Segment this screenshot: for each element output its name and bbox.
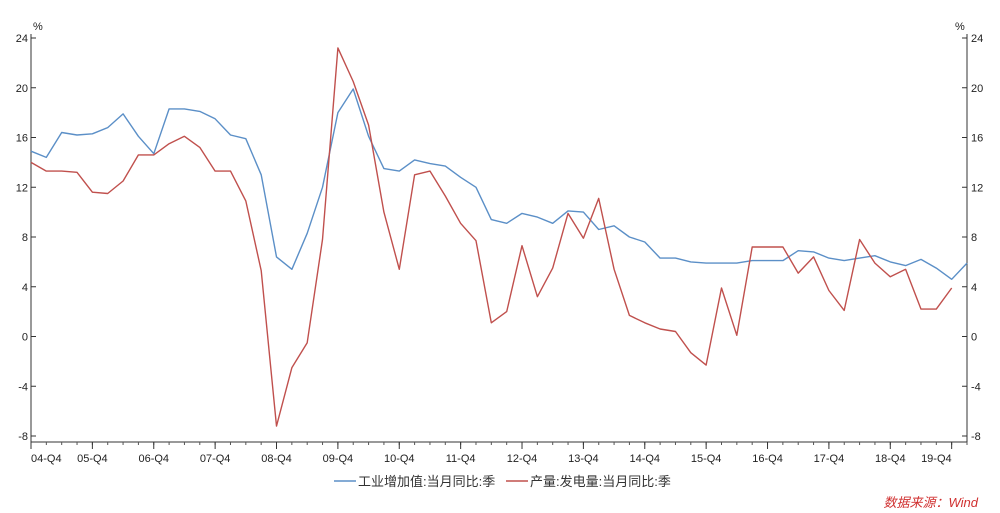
right-y-tick-label: 0	[971, 332, 977, 344]
axis-ticks: -8 -8 -4 -4 0 0 4 4 8 8 12 12 16 16 20 20 24 24 04-Q4 05-Q4…	[16, 33, 984, 465]
right-unit-label: %	[955, 21, 965, 33]
x-tick-label: 08-Q4	[261, 453, 292, 465]
x-tick-label: 09-Q4	[323, 453, 354, 465]
x-tick-label: 14-Q4	[629, 453, 660, 465]
plot-area	[30, 34, 968, 443]
legend: 工业增加值:当月同比:季 产量:发电量:当月同比:季	[334, 474, 671, 489]
x-tick-label: 05-Q4	[77, 453, 108, 465]
x-tick-label: 17-Q4	[814, 453, 845, 465]
right-y-tick-label: 24	[971, 33, 983, 45]
left-y-tick-label: 16	[16, 133, 28, 145]
x-tick-label: 11-Q4	[446, 453, 476, 465]
left-unit-label: %	[33, 21, 43, 33]
x-tick-label: 15-Q4	[691, 453, 722, 465]
x-tick-label: 06-Q4	[138, 453, 169, 465]
series-line-2	[30, 47, 953, 427]
x-tick-label: 04-Q4	[31, 453, 62, 465]
left-y-tick-label: 12	[16, 182, 28, 194]
data-source-note: 数据来源：Wind	[883, 495, 978, 510]
left-y-tick-label: 8	[22, 232, 28, 244]
right-y-tick-label: 12	[971, 182, 983, 194]
legend-label-1: 工业增加值:当月同比:季	[358, 474, 495, 489]
series-lines	[30, 47, 968, 427]
left-y-tick-label: 4	[22, 282, 28, 294]
x-tick-label: 16-Q4	[752, 453, 783, 465]
right-y-tick-label: 8	[971, 232, 977, 244]
right-y-tick-label: 4	[971, 282, 977, 294]
x-tick-label: 12-Q4	[507, 453, 538, 465]
left-y-tick-label: 24	[16, 33, 28, 45]
x-tick-label: 13-Q4	[568, 453, 599, 465]
right-y-tick-label: 16	[971, 133, 983, 145]
x-tick-label: 10-Q4	[384, 453, 415, 465]
left-y-tick-label: 20	[16, 83, 28, 95]
right-y-tick-label: -4	[971, 381, 981, 393]
legend-label-2: 产量:发电量:当月同比:季	[530, 474, 671, 489]
left-y-tick-label: -4	[18, 381, 28, 393]
right-y-tick-label: -8	[971, 431, 981, 443]
right-y-tick-label: 20	[971, 83, 983, 95]
left-y-tick-label: 0	[22, 332, 28, 344]
series-line-1	[30, 88, 968, 280]
left-y-tick-label: -8	[18, 431, 28, 443]
x-tick-label: 19-Q4	[921, 453, 952, 465]
x-tick-label: 07-Q4	[200, 453, 231, 465]
x-tick-label: 18-Q4	[875, 453, 906, 465]
